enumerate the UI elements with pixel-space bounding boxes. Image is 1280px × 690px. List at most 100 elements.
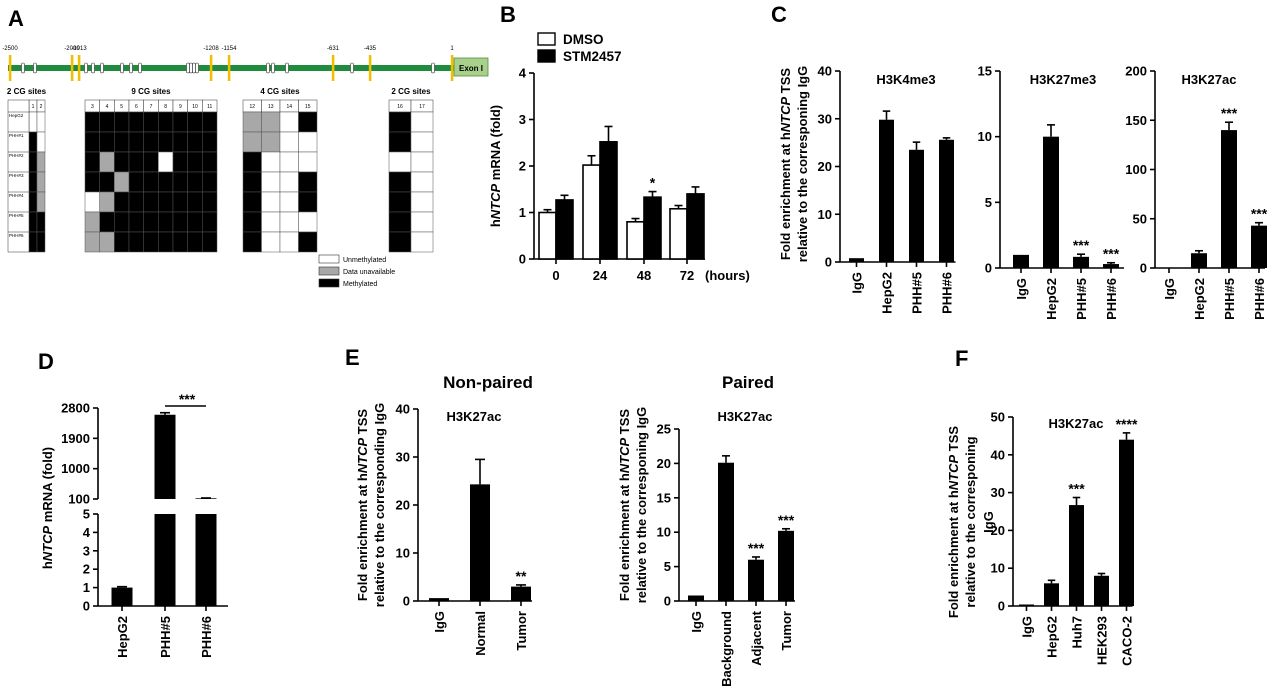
methylation-cell <box>36 191 46 213</box>
c2-x-tick-label: PHH#6 <box>1104 278 1119 320</box>
f-significance: **** <box>1116 416 1138 432</box>
sample-row-label: PHH#1 <box>9 133 24 138</box>
legend-swatch <box>318 254 340 264</box>
b-y-axis-label-part: h <box>488 219 503 227</box>
c1-y-tick-label: 20 <box>818 159 832 174</box>
methylation-cell <box>298 151 318 173</box>
c-y-axis-label-line2: relative to the corresponing IgG <box>795 66 810 262</box>
methylation-cell <box>84 191 100 213</box>
e1-y-tick-label: 40 <box>396 402 410 417</box>
cpg-site-marker <box>186 62 190 74</box>
e2-y-tick-label: 0 <box>664 594 671 609</box>
d-y-tick-label: 100 <box>68 492 90 507</box>
e1-bar <box>470 484 490 601</box>
c2-bar <box>1073 256 1089 268</box>
d-y-axis-label-part: mRNA (fold) <box>40 447 55 526</box>
cpg-site-marker <box>192 62 196 74</box>
c3-x-tick-label: HepG2 <box>1192 278 1207 320</box>
position-label: -1154 <box>222 46 238 52</box>
c-y-axis-label-line1-part: TSS <box>778 68 793 97</box>
methylation-cell <box>99 231 115 253</box>
e2-x-tick-label: Adjacent <box>749 610 764 666</box>
methylation-cell <box>128 191 144 213</box>
cpg-site-marker <box>91 62 95 74</box>
c3-significance: *** <box>1251 206 1268 222</box>
c-y-axis-label-line1: Fold enrichment at hNTCP TSS <box>778 68 793 260</box>
methylation-cell <box>298 171 318 193</box>
position-marker <box>8 55 12 81</box>
methylation-cell <box>84 131 100 153</box>
methylation-cell <box>388 191 412 213</box>
c2-y-tick-label: 15 <box>978 64 992 79</box>
methylation-cell <box>143 131 159 153</box>
f-x-tick-label: CACO-2 <box>1120 616 1135 666</box>
f-y-tick-label: 40 <box>991 447 1005 462</box>
methylation-cell <box>410 111 434 133</box>
e2-x-tick-label: Background <box>719 611 734 687</box>
position-label: -631 <box>327 46 340 52</box>
methylation-cell <box>128 211 144 233</box>
methylation-cell <box>172 171 188 193</box>
f-y-tick-label: 0 <box>998 599 1005 614</box>
methylation-cell <box>202 211 218 233</box>
methylation-cell <box>84 211 100 233</box>
e1-title: Non-paired <box>443 373 533 392</box>
panel-label-c: C <box>771 2 787 27</box>
e1-y-axis-label-line1-part: Fold enrichment at h <box>355 473 370 601</box>
row-label-box <box>7 99 30 253</box>
cg-col-label: 16 <box>397 104 403 110</box>
promoter-line <box>8 65 454 71</box>
b-y-axis-label-part: mRNA (fold) <box>488 105 503 184</box>
methylation-cell <box>143 111 159 133</box>
cg-group-label: 2 CG sites <box>7 87 47 96</box>
position-marker <box>450 55 454 81</box>
e2-y-tick-label: 5 <box>664 559 671 574</box>
cpg-site-marker <box>195 62 199 74</box>
b-legend-label: DMSO <box>563 32 604 47</box>
panel-label-a: A <box>8 6 24 31</box>
c2-y-tick-label: 0 <box>985 261 992 276</box>
f-x-tick-label: IgG <box>1020 616 1035 638</box>
c3-y-tick-label: 0 <box>1140 261 1147 276</box>
d-y-tick-label: 1900 <box>61 431 90 446</box>
methylation-cell <box>99 191 115 213</box>
d-y-tick-label: 2 <box>83 562 90 577</box>
sample-row-label: PHH#6 <box>9 233 24 238</box>
methylation-cell <box>114 231 130 253</box>
f-y-tick-label: 50 <box>991 410 1005 425</box>
position-marker <box>77 55 81 81</box>
cpg-site-marker <box>21 62 25 74</box>
b-legend-swatch <box>537 32 556 46</box>
methylation-cell <box>143 191 159 213</box>
methylation-cell <box>84 151 100 173</box>
e2-y-tick-label: 20 <box>657 456 671 471</box>
cpg-site-marker <box>285 62 289 74</box>
e1-bar <box>511 586 531 601</box>
panel-a: A Exon I -2500 -2000-1913 -1208 -1154 -631 -435… <box>2 6 489 288</box>
methylation-cell <box>28 191 38 213</box>
cg-col-label: 2 <box>40 104 43 110</box>
methylation-cell <box>128 171 144 193</box>
methylation-cell <box>84 231 100 253</box>
methylation-cell <box>261 171 281 193</box>
methylation-cell <box>84 111 100 133</box>
f-significance: *** <box>1068 481 1085 497</box>
methylation-cell <box>242 171 262 193</box>
methylation-cell <box>187 191 203 213</box>
cpg-site-marker <box>431 62 435 74</box>
panel-label-e: E <box>345 345 360 370</box>
c3-title: H3K27ac <box>1182 72 1237 87</box>
d-x-tick-label: PHH#5 <box>158 616 173 658</box>
c3-bar <box>1191 253 1207 268</box>
methylation-cell <box>158 131 174 153</box>
e2-bar <box>778 530 794 601</box>
d-bar-lower <box>195 514 217 606</box>
c2-x-tick-label: IgG <box>1014 278 1029 300</box>
d-y-tick-label: 5 <box>83 507 90 522</box>
methylation-cell <box>158 191 174 213</box>
cg-col-label: 15 <box>305 104 311 110</box>
c3-y-tick-label: 50 <box>1133 211 1147 226</box>
e1-y-tick-label: 30 <box>396 450 410 465</box>
methylation-cell <box>410 211 434 233</box>
